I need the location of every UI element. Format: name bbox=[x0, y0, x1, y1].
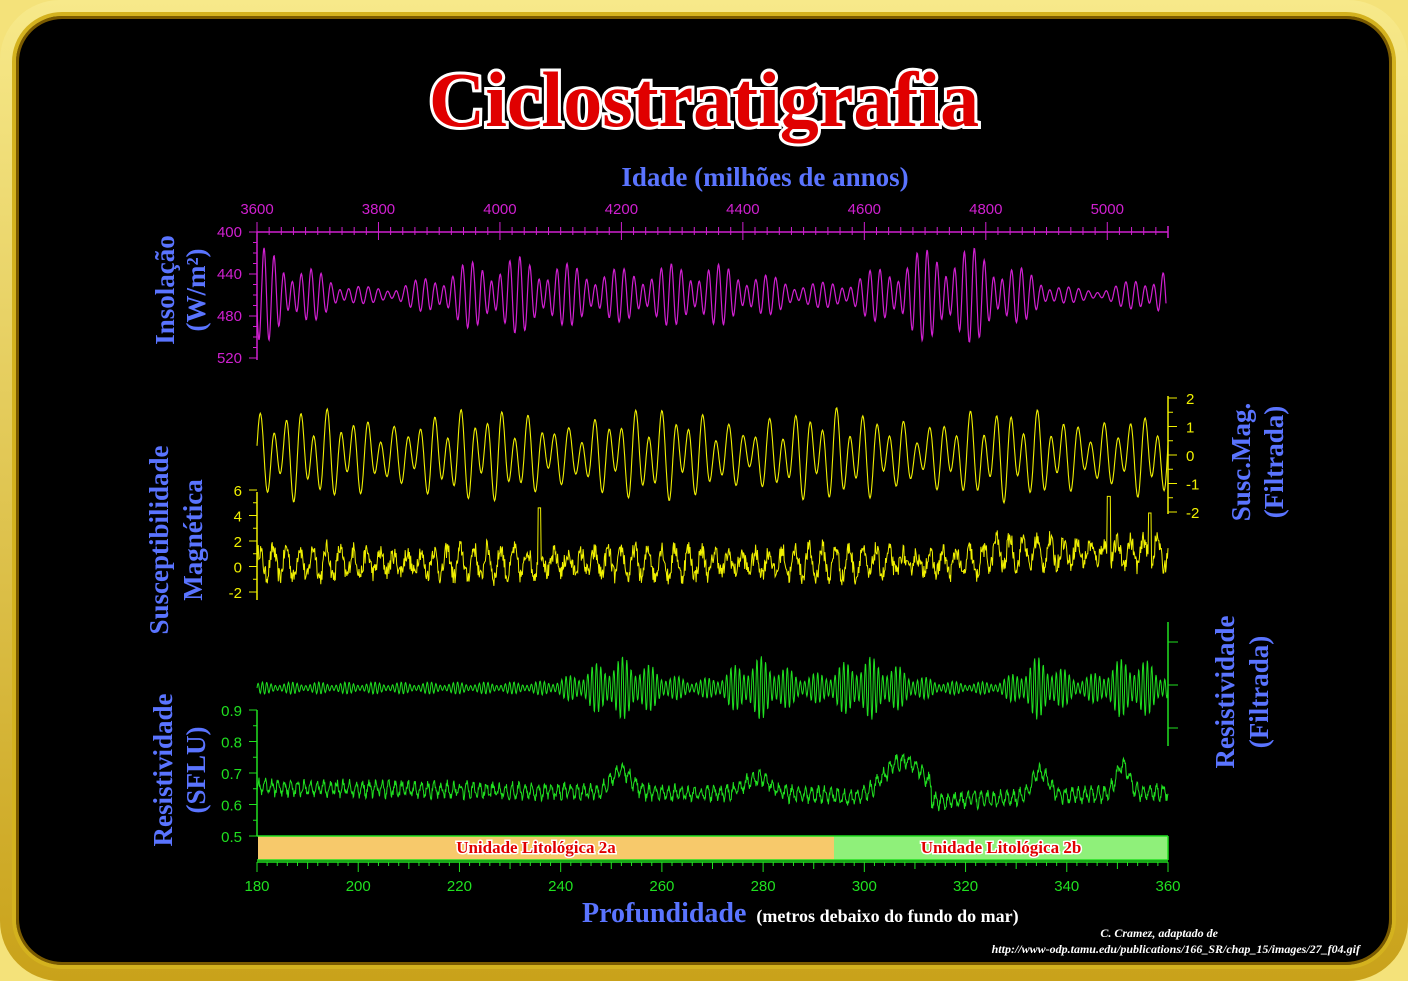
depth-tick-label: 240 bbox=[548, 878, 573, 895]
susc-left-tick-label: 4 bbox=[234, 509, 242, 526]
susc-left-tick-label: 6 bbox=[234, 483, 242, 500]
depth-tick-label: 360 bbox=[1155, 878, 1180, 895]
susceptibility-panel: 6 4 2 0 -2 2 1 0 -1 -2 bbox=[229, 391, 1200, 602]
susc-right-tick-label: 0 bbox=[1186, 448, 1194, 465]
res-raw-curve bbox=[256, 752, 1169, 812]
susc-right-label-1: Susc.Mag. bbox=[1226, 403, 1256, 522]
susc-left-tick-label: 0 bbox=[234, 560, 242, 577]
age-tick-label: 4800 bbox=[969, 201, 1002, 218]
depth-tick-label: 320 bbox=[953, 878, 978, 895]
depth-tick-label: 280 bbox=[751, 878, 776, 895]
insolation-panel: 3600 3800 4000 4200 4400 4600 4800 5000 400 440 48… bbox=[217, 201, 1169, 367]
res-filtered-curve bbox=[256, 656, 1169, 720]
res-left-label-2: (SFLU) bbox=[181, 727, 211, 814]
age-tick-label: 4400 bbox=[726, 201, 759, 218]
res-left-tick-label: 0.5 bbox=[221, 829, 242, 846]
res-left-tick-label: 0.6 bbox=[221, 798, 242, 815]
depth-axis: 180 200 220 240 260 280 300 320 340 360 bbox=[244, 861, 1181, 895]
depth-axis-label-main: Profundidade bbox=[582, 898, 746, 929]
depth-tick-label: 180 bbox=[244, 878, 269, 895]
res-right-label-2: (Filtrada) bbox=[1244, 636, 1274, 748]
susc-left-label-2: Magnética bbox=[178, 479, 208, 601]
depth-axis-label: Profundidade (metros debaixo do fundo do… bbox=[582, 898, 1019, 929]
res-left-tick-label: 0.7 bbox=[221, 766, 242, 783]
susc-right-label-2: (Filtrada) bbox=[1259, 406, 1289, 518]
susc-right-tick-label: 2 bbox=[1186, 391, 1194, 408]
insolation-curve bbox=[256, 247, 1167, 343]
susc-left-tick-label: -2 bbox=[229, 585, 242, 602]
resistivity-panel: 0.9 0.8 0.7 0.6 0.5 bbox=[221, 622, 1178, 846]
age-tick-label: 5000 bbox=[1091, 201, 1124, 218]
depth-axis-label-sub: (metros debaixo do fundo do mar) bbox=[756, 906, 1018, 927]
unit-2b-label: Unidade Litológica 2b bbox=[921, 838, 1082, 857]
credit-line-2: http://www-odp.tamu.edu/publications/166… bbox=[992, 942, 1361, 956]
res-left-label-1: Resistividade bbox=[148, 693, 178, 846]
res-left-tick-label: 0.9 bbox=[221, 703, 242, 720]
susc-filtered-curve bbox=[256, 406, 1169, 505]
susc-left-label-1: Susceptibilidade bbox=[144, 445, 174, 634]
age-tick-label: 3800 bbox=[362, 201, 395, 218]
age-axis-label: Idade (milhões de annos) bbox=[621, 162, 908, 192]
depth-tick-label: 200 bbox=[346, 878, 371, 895]
insolation-label-1: Insolação bbox=[150, 235, 180, 345]
unit-2b-band bbox=[834, 836, 1168, 860]
slide-background bbox=[12, 12, 1396, 969]
insolation-tick-label: 400 bbox=[217, 224, 242, 241]
susc-right-tick-label: -2 bbox=[1186, 505, 1199, 522]
res-right-label-1: Resistividade bbox=[1210, 615, 1240, 768]
susc-left-tick-label: 2 bbox=[234, 534, 242, 551]
unit-2a-band bbox=[258, 836, 834, 860]
credit-line-1: C. Cramez, adaptado de bbox=[1100, 926, 1218, 940]
depth-tick-label: 340 bbox=[1054, 878, 1079, 895]
age-tick-label: 4200 bbox=[605, 201, 638, 218]
page-title: Ciclostratigrafia bbox=[429, 56, 979, 143]
res-left-tick-label: 0.8 bbox=[221, 735, 242, 752]
susc-right-tick-label: -1 bbox=[1186, 477, 1199, 494]
age-tick-label: 3600 bbox=[240, 201, 273, 218]
age-tick-label: 4000 bbox=[483, 201, 516, 218]
susc-right-tick-label: 1 bbox=[1186, 420, 1194, 437]
insolation-tick-label: 480 bbox=[217, 308, 242, 325]
unit-2a-label: Unidade Litológica 2a bbox=[456, 838, 616, 857]
susc-raw-curve bbox=[256, 495, 1169, 586]
insolation-label-2: (W/m²) bbox=[181, 248, 211, 331]
depth-tick-label: 300 bbox=[852, 878, 877, 895]
depth-tick-label: 260 bbox=[649, 878, 674, 895]
age-tick-label: 4600 bbox=[848, 201, 881, 218]
depth-tick-label: 220 bbox=[447, 878, 472, 895]
insolation-tick-label: 440 bbox=[217, 266, 242, 283]
insolation-tick-label: 520 bbox=[217, 350, 242, 367]
